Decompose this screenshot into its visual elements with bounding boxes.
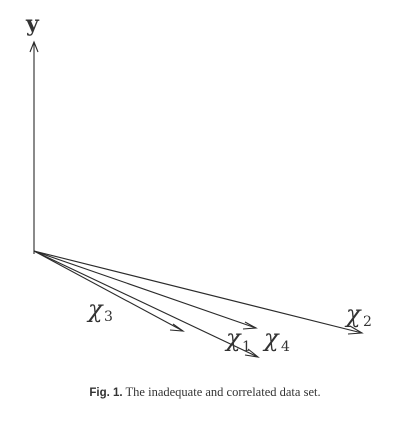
y-axis-label: y (25, 11, 40, 37)
figure-caption: Fig. 1. The inadequate and correlated da… (40, 385, 370, 400)
figure-caption-text: The inadequate and correlated data set. (125, 385, 321, 399)
y-axis-arrowhead (29, 40, 39, 53)
vector-x3-label: χ 3 (86, 295, 113, 325)
vector-x3-subscript: 3 (104, 309, 113, 325)
vector-x3-line (33, 250, 184, 332)
vector-x1-subscript: 1 (242, 339, 251, 355)
vector-x1-arrowhead (242, 321, 258, 330)
vector-x3-arrowhead (169, 323, 185, 332)
vector-x2-label: χ 2 (344, 300, 372, 330)
vector-x1-label: χ 1 (224, 324, 251, 355)
vector-x4-label: χ 4 (262, 324, 290, 355)
vector-x2-line (33, 250, 363, 334)
vector-x4-arrowhead (244, 348, 260, 358)
vector-x4-line (33, 250, 259, 358)
vector-x4-subscript: 4 (281, 339, 290, 355)
figure-caption-tag: Fig. 1. (89, 387, 123, 399)
vector-x3-symbol: χ (86, 295, 104, 323)
vector-x1-line (33, 250, 257, 329)
vector-x2-symbol: χ (344, 300, 362, 328)
vector-x2-arrowhead (347, 325, 364, 335)
vector-x1-symbol: χ (224, 324, 242, 352)
vector-x4-symbol: χ (262, 324, 280, 352)
vector-x2-subscript: 2 (363, 314, 372, 330)
